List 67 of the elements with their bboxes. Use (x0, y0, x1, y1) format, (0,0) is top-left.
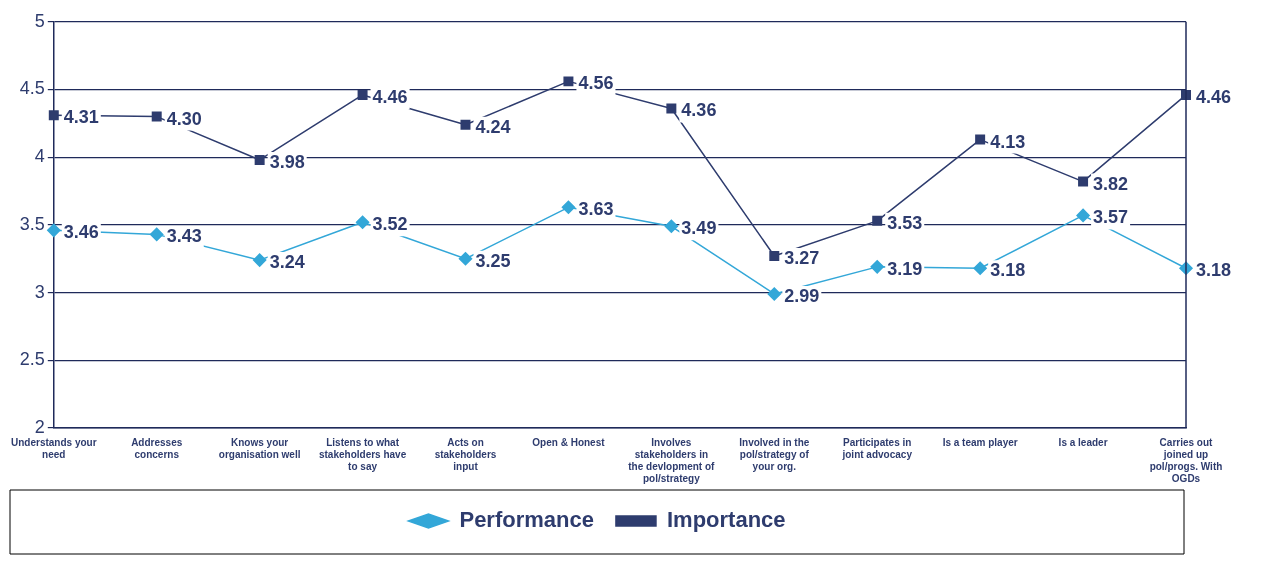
data-label: 4.24 (475, 116, 511, 137)
point (47, 223, 61, 238)
point (563, 76, 574, 87)
data-label: 3.98 (269, 151, 305, 172)
point (252, 253, 267, 267)
point (975, 134, 986, 145)
y-tick-label: 3 (34, 281, 45, 302)
x-tick-label: Carries out joined up pol/progs. With OGDs (1149, 436, 1223, 484)
y-tick-label: 2.5 (19, 349, 45, 370)
point (870, 260, 884, 274)
data-label: 3.18 (1196, 260, 1232, 281)
point (561, 200, 576, 215)
x-tick-label: Acts on stakeholders input (434, 436, 497, 472)
data-label: 4.46 (372, 86, 408, 107)
x-tick-label: Addresses concerns (131, 436, 183, 460)
x-tick-label: Listens to what stakeholders have to say (318, 436, 407, 472)
data-label: 3.18 (990, 260, 1026, 281)
data-label: 3.25 (475, 250, 511, 271)
point (1076, 208, 1090, 223)
data-label: 3.46 (63, 222, 99, 243)
x-tick-label: Understands your need (11, 436, 97, 460)
legend-label: Performance (459, 507, 594, 533)
data-label: 3.19 (887, 258, 923, 279)
x-tick-label: Involves stakeholders in the devlopment of pol/strategy (628, 436, 716, 484)
point (48, 110, 59, 121)
point (872, 215, 883, 226)
y-tick-label: 4.5 (19, 78, 45, 99)
point (973, 261, 987, 275)
data-label: 4.56 (578, 73, 614, 94)
x-tick-label: Open & Honest (532, 436, 606, 448)
x-tick-label: Participates in joint advocacy (841, 436, 913, 460)
data-label: 3.52 (372, 214, 408, 235)
point (460, 119, 471, 130)
point (664, 219, 679, 233)
point (458, 252, 473, 266)
y-tick-label: 4 (34, 146, 45, 167)
data-label: 4.46 (1196, 86, 1232, 107)
data-label: 3.27 (784, 248, 820, 269)
data-label: 4.31 (63, 107, 99, 128)
data-label: 3.63 (578, 199, 614, 220)
x-tick-label: Involved in the pol/strategy of your org. (739, 436, 810, 472)
point (151, 111, 162, 122)
point (355, 215, 370, 229)
data-label: 4.13 (990, 131, 1026, 152)
x-tick-label: Knows your organisation well (218, 436, 301, 460)
point (666, 103, 677, 114)
data-label: 3.49 (681, 218, 717, 239)
y-tick-label: 3.5 (19, 213, 45, 234)
data-label: 3.43 (166, 226, 202, 247)
x-tick-label: Is a leader (1058, 436, 1108, 448)
point (254, 154, 265, 165)
data-label: 4.30 (166, 108, 202, 129)
x-tick-label: Is a team player (942, 436, 1018, 448)
point (149, 227, 164, 242)
data-label: 2.99 (784, 285, 820, 306)
point (1078, 176, 1089, 187)
legend-label: Importance (666, 507, 786, 533)
y-tick-label: 5 (34, 10, 45, 31)
y-tick-label: 2 (34, 416, 45, 437)
data-label: 3.53 (887, 212, 923, 233)
data-label: 3.24 (269, 252, 305, 273)
point (769, 251, 780, 262)
point (767, 287, 782, 301)
data-label: 3.82 (1093, 173, 1129, 194)
point (357, 89, 368, 100)
data-label: 3.57 (1093, 207, 1129, 228)
data-label: 4.36 (681, 100, 717, 121)
